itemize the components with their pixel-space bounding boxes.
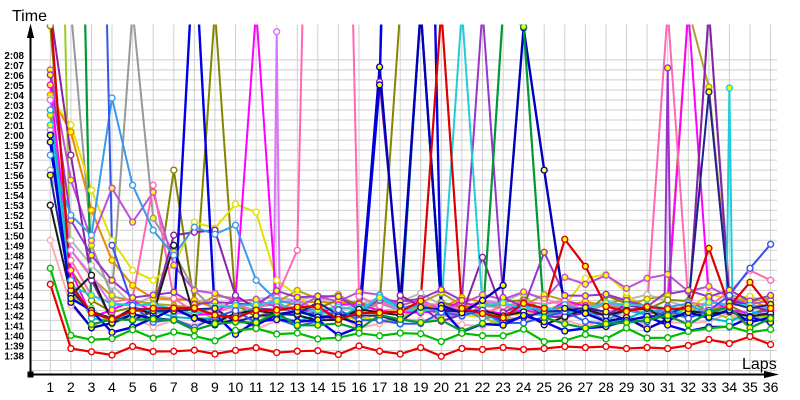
svg-text:5: 5 — [129, 379, 137, 395]
svg-text:1:44: 1:44 — [4, 291, 24, 302]
svg-text:24: 24 — [516, 379, 532, 395]
svg-text:Time: Time — [12, 8, 47, 25]
svg-text:2:06: 2:06 — [4, 71, 24, 82]
svg-text:25: 25 — [536, 379, 552, 395]
svg-text:32: 32 — [681, 379, 697, 395]
svg-text:2:04: 2:04 — [4, 91, 24, 102]
svg-text:2:02: 2:02 — [4, 111, 24, 122]
svg-text:2:07: 2:07 — [4, 61, 24, 72]
svg-text:1:57: 1:57 — [4, 161, 24, 172]
svg-text:2:05: 2:05 — [4, 81, 24, 92]
svg-text:3: 3 — [88, 379, 96, 395]
svg-text:1:43: 1:43 — [4, 301, 24, 312]
svg-text:17: 17 — [372, 379, 388, 395]
svg-text:18: 18 — [392, 379, 408, 395]
svg-text:2:00: 2:00 — [4, 131, 24, 142]
svg-text:2:01: 2:01 — [4, 121, 24, 132]
svg-text:11: 11 — [249, 379, 264, 395]
svg-text:4: 4 — [108, 379, 116, 395]
svg-text:2:03: 2:03 — [4, 101, 24, 112]
svg-text:1:49: 1:49 — [4, 241, 24, 252]
svg-text:22: 22 — [475, 379, 491, 395]
svg-text:14: 14 — [310, 379, 326, 395]
svg-text:1:51: 1:51 — [4, 221, 24, 232]
svg-text:1: 1 — [46, 379, 54, 395]
svg-text:1:46: 1:46 — [4, 271, 24, 282]
svg-text:9: 9 — [211, 379, 219, 395]
svg-text:27: 27 — [578, 379, 594, 395]
svg-text:1:42: 1:42 — [4, 311, 24, 322]
svg-text:34: 34 — [722, 379, 738, 395]
svg-text:1:55: 1:55 — [4, 181, 24, 192]
svg-text:1:58: 1:58 — [4, 151, 24, 162]
svg-text:7: 7 — [170, 379, 178, 395]
svg-text:19: 19 — [413, 379, 429, 395]
svg-text:23: 23 — [495, 379, 511, 395]
svg-text:1:39: 1:39 — [4, 342, 24, 353]
svg-text:33: 33 — [701, 379, 717, 395]
svg-text:1:47: 1:47 — [4, 261, 24, 272]
svg-text:13: 13 — [290, 379, 306, 395]
svg-text:28: 28 — [598, 379, 614, 395]
svg-text:1:50: 1:50 — [4, 231, 24, 242]
svg-text:31: 31 — [660, 379, 676, 395]
svg-text:1:56: 1:56 — [4, 171, 24, 182]
svg-text:Laps: Laps — [742, 356, 777, 373]
svg-text:36: 36 — [763, 379, 779, 395]
svg-text:35: 35 — [742, 379, 758, 395]
svg-text:1:54: 1:54 — [4, 191, 24, 202]
svg-text:15: 15 — [331, 379, 347, 395]
svg-text:1:45: 1:45 — [4, 281, 24, 292]
svg-text:30: 30 — [639, 379, 655, 395]
svg-text:1:41: 1:41 — [4, 321, 24, 332]
svg-text:16: 16 — [351, 379, 367, 395]
svg-text:1:53: 1:53 — [4, 201, 24, 212]
svg-text:1:52: 1:52 — [4, 211, 24, 222]
svg-text:6: 6 — [149, 379, 157, 395]
svg-text:29: 29 — [619, 379, 635, 395]
svg-text:8: 8 — [191, 379, 199, 395]
svg-text:2:08: 2:08 — [4, 51, 24, 62]
svg-text:1:38: 1:38 — [4, 352, 24, 363]
svg-text:10: 10 — [228, 379, 244, 395]
svg-text:2: 2 — [67, 379, 75, 395]
svg-text:1:48: 1:48 — [4, 251, 24, 262]
svg-text:1:40: 1:40 — [4, 332, 24, 343]
svg-text:12: 12 — [269, 379, 285, 395]
svg-text:21: 21 — [454, 379, 470, 395]
svg-text:20: 20 — [434, 379, 450, 395]
svg-text:1:59: 1:59 — [4, 141, 24, 152]
svg-text:26: 26 — [557, 379, 573, 395]
